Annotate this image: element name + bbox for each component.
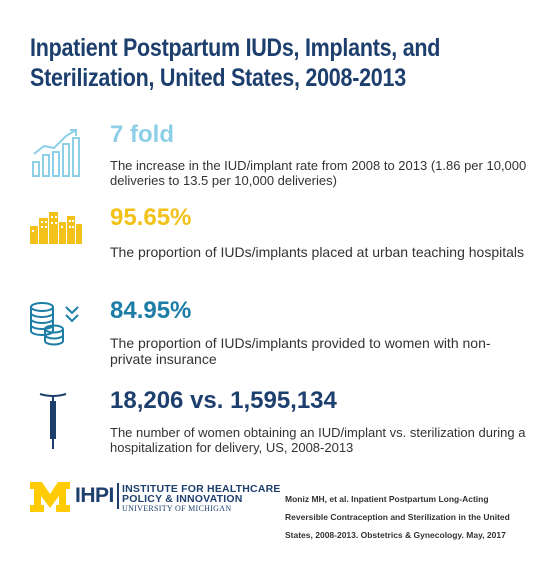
citation: Moniz MH, et al. Inpatient Postpartum Lo… <box>285 494 510 540</box>
coin-stack-icon <box>30 302 79 346</box>
institute-line-2: POLICY & INNOVATION <box>122 493 243 505</box>
logo-divider <box>117 483 119 509</box>
rising-bar-chart-icon <box>32 129 80 177</box>
stat-description: The proportion of IUDs/implants provided… <box>110 335 491 367</box>
city-skyline-icon <box>30 212 82 244</box>
university-of-michigan-block-m-logo <box>30 482 70 512</box>
stat-value: 95.65% <box>110 204 192 231</box>
ihpi-logo-text: IHPI <box>75 484 114 507</box>
stat-description: The increase in the IUD/implant rate fro… <box>110 158 527 188</box>
institute-name: INSTITUTE FOR HEALTHCARE POLICY & INNOVA… <box>122 484 281 514</box>
institute-line-3: UNIVERSITY OF MICHIGAN <box>122 504 232 513</box>
stat-description: The proportion of IUDs/implants placed a… <box>110 244 525 260</box>
stat-value: 7 fold <box>110 121 174 148</box>
institute-line-1: INSTITUTE FOR HEALTHCARE <box>122 483 281 495</box>
stat-value: 84.95% <box>110 297 192 324</box>
stat-description: The number of women obtaining an IUD/imp… <box>110 425 526 455</box>
stat-value: 18,206 vs. 1,595,134 <box>110 387 337 414</box>
page-title: Inpatient Postpartum IUDs, Implants, and… <box>30 34 441 92</box>
iud-icon <box>39 393 67 449</box>
